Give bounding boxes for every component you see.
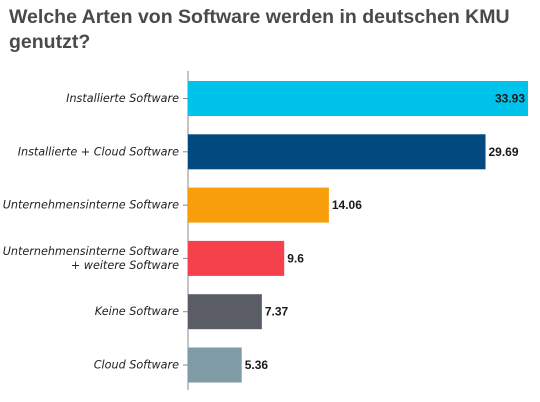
chart-title: Welche Arten von Software werden in deut…: [9, 6, 510, 53]
category-label-line: + weitere Software: [71, 259, 179, 272]
category-label-line: Unternehmensinterne Software: [3, 245, 179, 258]
data-label: 7.37: [265, 305, 289, 319]
bar: [188, 134, 486, 170]
category-label-line: Cloud Software: [94, 359, 179, 372]
bar: [188, 81, 528, 116]
data-label: 29.69: [489, 145, 519, 159]
data-label: 9.6: [287, 251, 304, 265]
category-label: Installierte Software: [66, 92, 179, 105]
category-label-line: Installierte Software: [66, 92, 179, 105]
bar: [188, 347, 242, 383]
category-label: Cloud Software: [94, 359, 179, 372]
bar: [188, 240, 285, 276]
category-label: Installierte + Cloud Software: [18, 145, 179, 158]
category-label: Unternehmensinterne Software: [3, 199, 179, 212]
bar: [188, 294, 262, 330]
category-label-line: Unternehmensinterne Software: [3, 199, 179, 212]
bar: [188, 187, 329, 223]
category-label: Keine Software: [95, 305, 179, 318]
data-label: 33.93: [495, 92, 525, 106]
category-label: Unternehmensinterne Software + weitere So…: [3, 245, 179, 272]
data-label: 5.36: [245, 358, 269, 372]
data-label: 14.06: [332, 198, 362, 212]
category-label-line: Installierte + Cloud Software: [18, 145, 179, 158]
category-label-line: Keine Software: [95, 305, 179, 318]
